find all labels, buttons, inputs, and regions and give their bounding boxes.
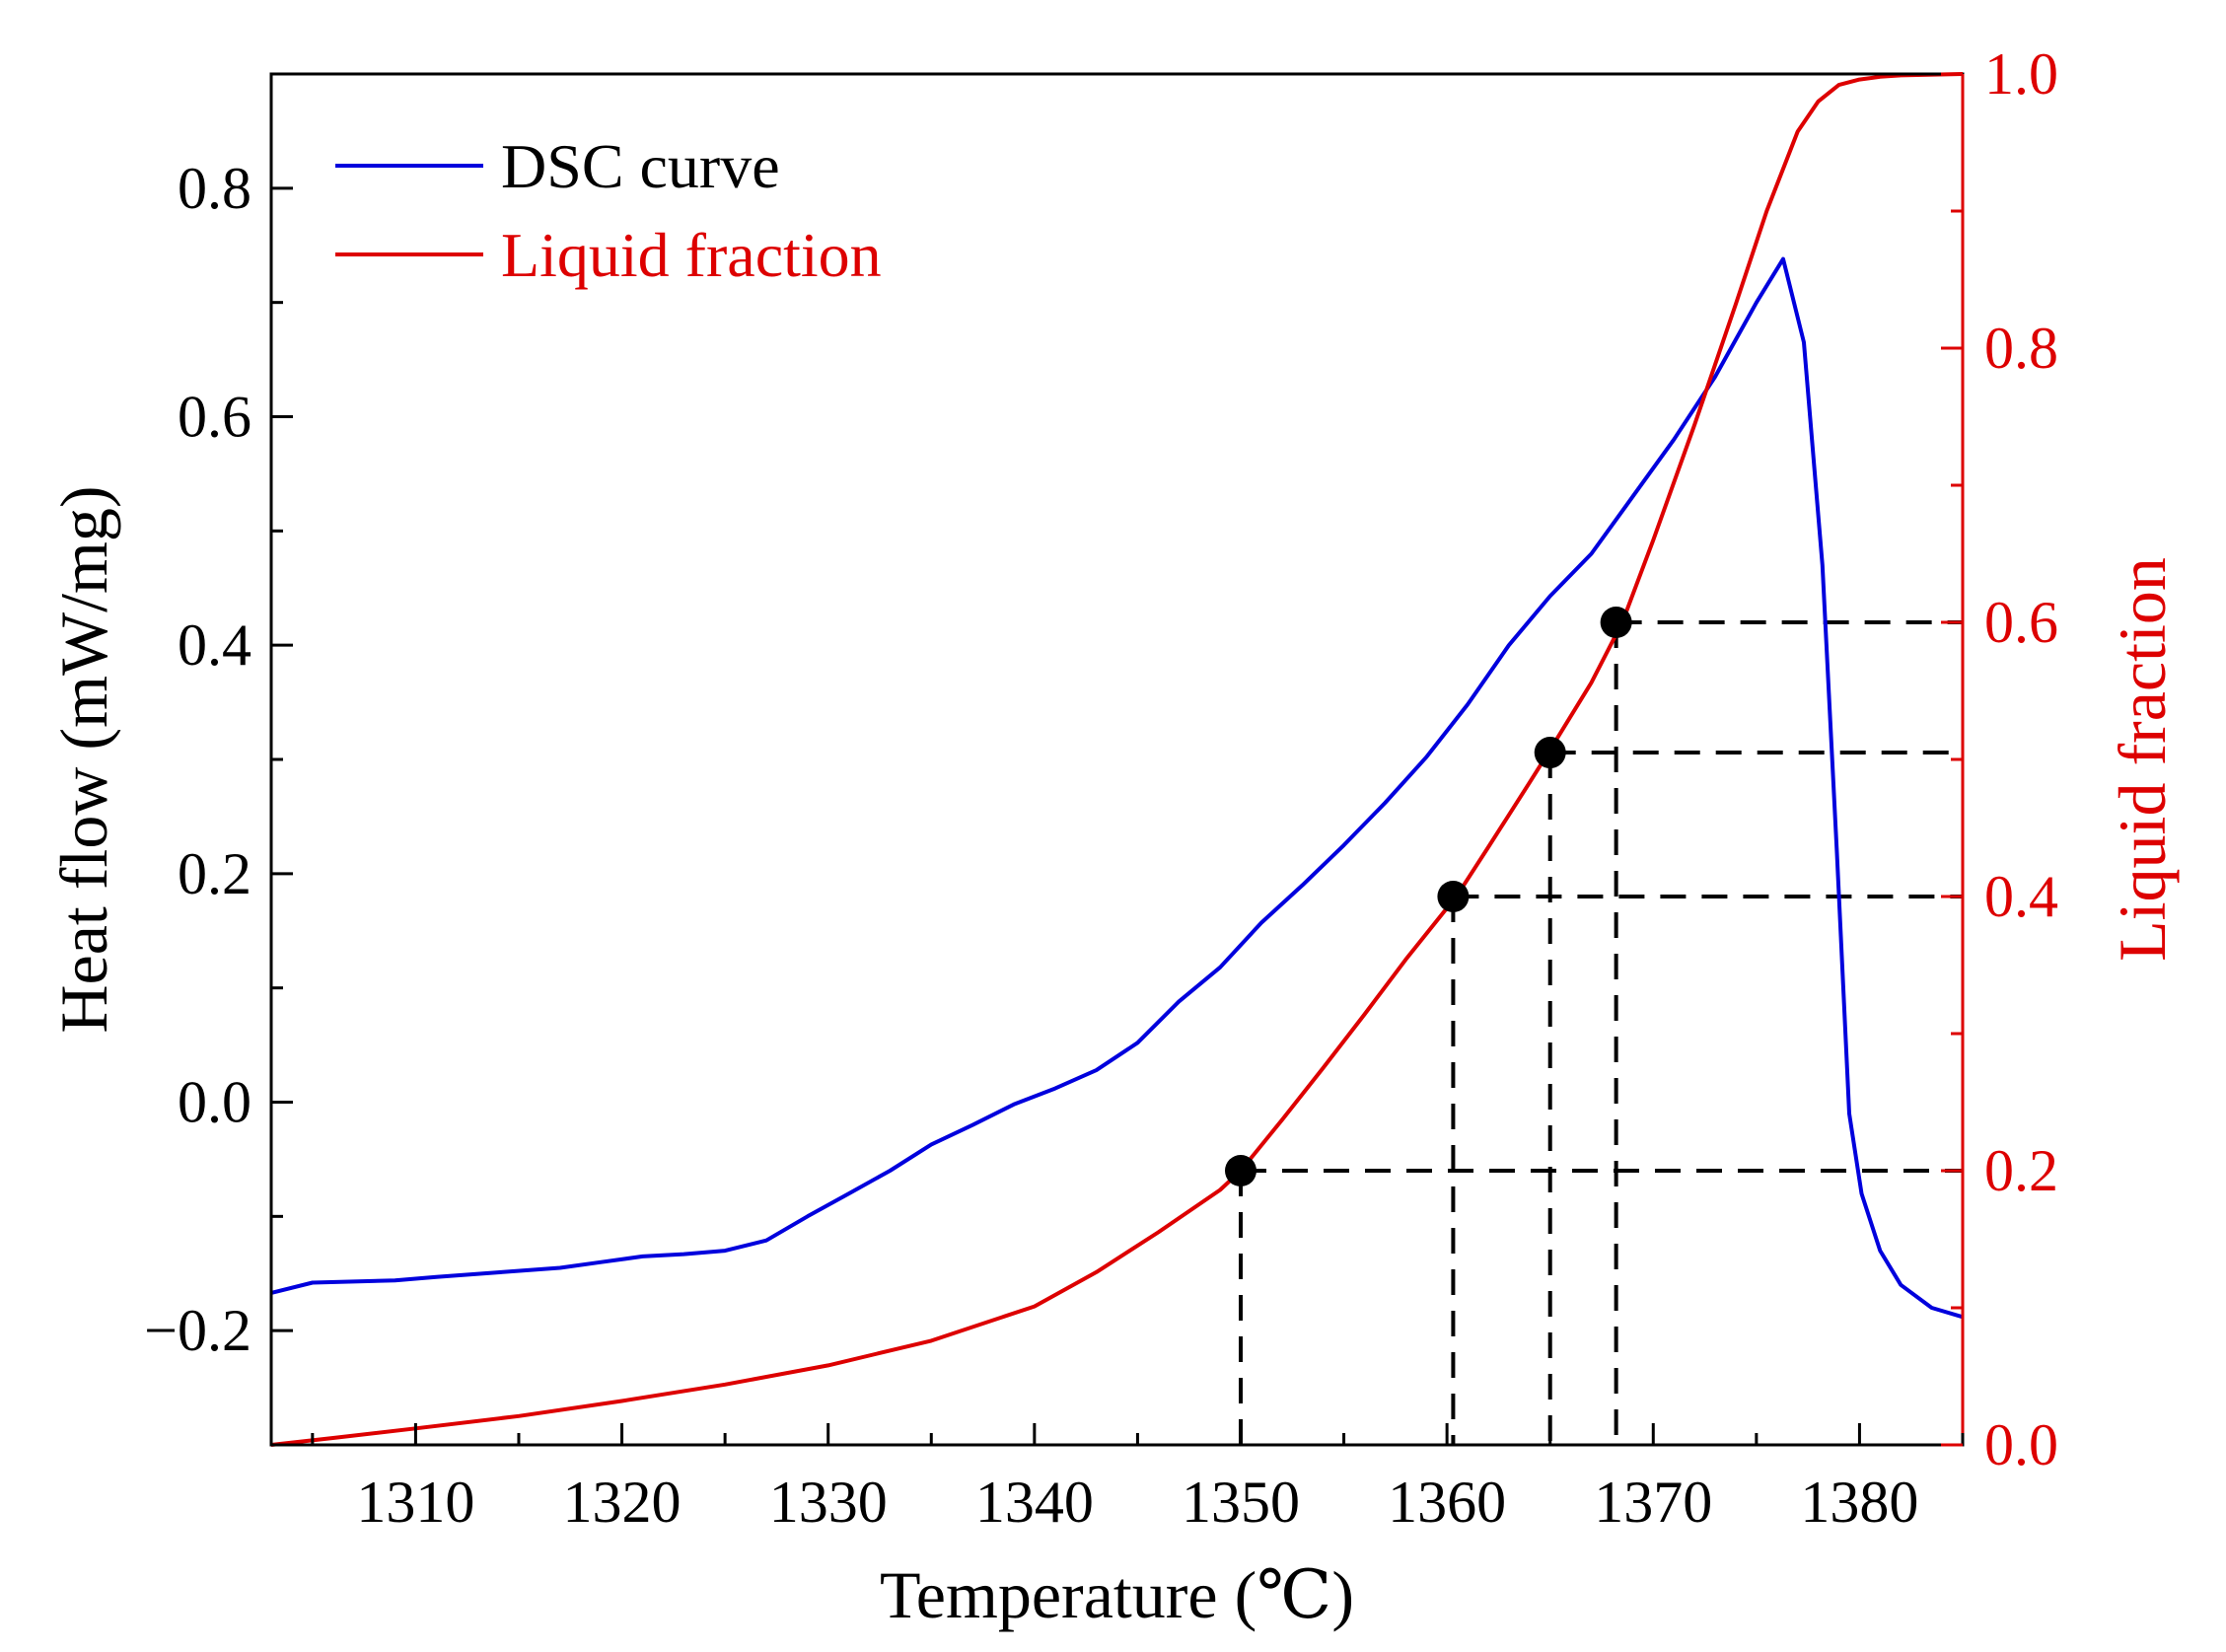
series-lines <box>270 72 1964 1447</box>
marker-point <box>1437 881 1470 912</box>
x-tick-label: 1380 <box>1800 1470 1918 1535</box>
dsc-curve-line <box>270 256 1964 1320</box>
x-tick-label: 1370 <box>1594 1470 1712 1535</box>
y2-tick-label: 0.2 <box>1984 1138 2058 1203</box>
y2-tick-label: 0.6 <box>1984 590 2058 655</box>
y2-axis-title: Liquid fraction <box>2105 557 2180 962</box>
marker-point <box>1600 607 1632 638</box>
y2-tick-label: 1.0 <box>1984 41 2058 107</box>
y2-tick-label: 0.4 <box>1984 864 2058 929</box>
x-tick-label: 1360 <box>1388 1470 1506 1535</box>
axis-tick-labels: 1310 1320 1330 1340 1350 1360 1370 1380 −0.2 0.0 0… <box>144 41 2058 1535</box>
y-axis-title: Heat flow (mW/mg) <box>46 485 121 1033</box>
marker-point <box>1224 1155 1257 1186</box>
y-tick-label: 0.4 <box>178 612 251 678</box>
y-tick-label: 0.6 <box>178 385 251 450</box>
x-tick-label: 1330 <box>769 1470 888 1535</box>
y-tick-label: 0.2 <box>178 841 251 906</box>
marker-points <box>1224 607 1632 1186</box>
y2-tick-label: 0.0 <box>1984 1412 2058 1477</box>
legend-label-liquid-fraction: Liquid fraction <box>501 220 882 290</box>
y-tick-label: 0.0 <box>178 1070 251 1135</box>
x-tick-label: 1310 <box>356 1470 474 1535</box>
axis-ticks <box>271 72 1965 1447</box>
x-axis-title: Temperature (℃) <box>880 1557 1354 1632</box>
marker-point <box>1534 737 1566 769</box>
liquid-fraction-line <box>270 72 1964 1447</box>
y2-tick-label: 0.8 <box>1984 316 2058 381</box>
y-tick-label: 0.8 <box>178 156 251 221</box>
legend: DSC curve Liquid fraction <box>335 131 882 290</box>
x-tick-label: 1340 <box>975 1470 1094 1535</box>
legend-label-dsc: DSC curve <box>501 131 780 201</box>
y-tick-label: −0.2 <box>144 1298 251 1363</box>
x-tick-label: 1350 <box>1182 1470 1300 1535</box>
guide-lines <box>1238 620 1963 1445</box>
x-tick-label: 1320 <box>563 1470 682 1535</box>
